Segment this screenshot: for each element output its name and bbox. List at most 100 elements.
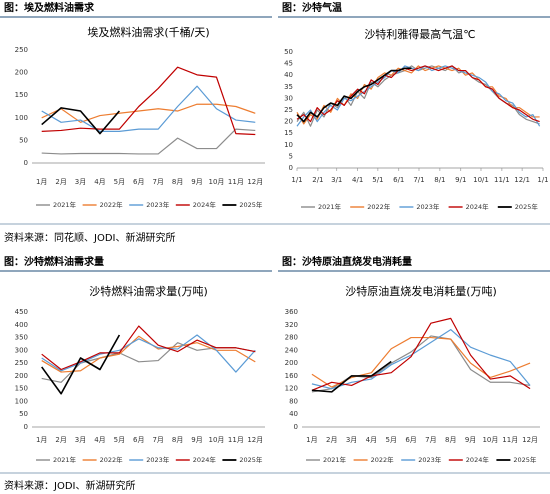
x-tick-label: 5月 [114, 178, 125, 186]
y-tick-label: 200 [285, 359, 298, 367]
figure-header: 图：沙特原油直烧发电消耗量 [282, 255, 412, 268]
x-tick-label: 8/1 [434, 176, 445, 184]
legend-label: 2025年 [513, 455, 537, 464]
y-tick-label: 350 [15, 334, 28, 342]
series-line [41, 342, 256, 383]
legend-label: 2025年 [239, 455, 263, 464]
legend-label: 2023年 [416, 202, 440, 211]
x-tick-label: 8月 [172, 436, 183, 444]
y-tick-label: 280 [285, 334, 298, 342]
x-tick-label: 12月 [522, 436, 538, 444]
y-tick-label: 35 [284, 83, 293, 91]
series-line [311, 335, 531, 393]
legend-label: 2025年 [239, 200, 263, 209]
x-tick-label: 8月 [172, 178, 183, 186]
y-tick-label: 0 [24, 423, 28, 431]
series-line [296, 67, 412, 123]
series-line [41, 128, 256, 155]
x-tick-label: 9月 [465, 436, 476, 444]
legend-label: 2023年 [146, 200, 170, 209]
series-line [41, 335, 256, 373]
series-line [296, 65, 540, 125]
series-line [41, 107, 120, 135]
x-tick-label: 11月 [228, 178, 244, 186]
x-tick-label: 9月 [191, 436, 202, 444]
figure-header: 图：沙特气温 [282, 1, 342, 14]
y-tick-label: 50 [284, 48, 293, 56]
x-tick-label: 7/1 [413, 176, 424, 184]
chart-title: 沙特原油直烧发电消耗量(万吨) [345, 284, 497, 298]
x-tick-label: 4月 [366, 436, 377, 444]
y-tick-label: 0 [294, 423, 298, 431]
series-line [41, 334, 256, 373]
legend-label: 2021年 [318, 202, 342, 211]
x-tick-label: 5月 [114, 436, 125, 444]
legend-label: 2022年 [371, 455, 395, 464]
x-tick-label: 6月 [405, 436, 416, 444]
y-tick-label: 250 [15, 359, 28, 367]
y-tick-label: 250 [15, 46, 28, 54]
y-tick-label: 10 [284, 141, 293, 149]
x-tick-label: 9月 [191, 178, 202, 186]
y-tick-label: 50 [19, 410, 28, 418]
chart-title: 埃及燃料油需求(千桶/天) [87, 25, 209, 39]
series-line [41, 85, 256, 132]
y-tick-label: 320 [285, 321, 298, 329]
x-tick-label: 7月 [152, 178, 163, 186]
series-line [311, 317, 531, 391]
y-tick-label: 400 [15, 321, 28, 329]
y-tick-label: 0 [289, 164, 293, 172]
legend-label: 2022年 [100, 455, 124, 464]
x-tick-label: 1月 [36, 178, 47, 186]
x-tick-label: 5月 [386, 436, 397, 444]
series-line [296, 65, 540, 123]
legend-label: 2024年 [466, 455, 490, 464]
x-tick-label: 3/1 [331, 176, 342, 184]
y-tick-label: 5 [289, 152, 293, 160]
source-note: 资料来源：同花顺、JODI、新湖研究所 [4, 231, 175, 244]
y-tick-label: 100 [15, 397, 28, 405]
x-tick-label: 11月 [502, 436, 518, 444]
x-tick-label: 8月 [445, 436, 456, 444]
x-tick-label: 6月 [133, 436, 144, 444]
x-tick-label: 7月 [425, 436, 436, 444]
legend-label: 2021年 [53, 455, 77, 464]
legend-label: 2024年 [193, 200, 217, 209]
y-tick-label: 200 [15, 372, 28, 380]
x-tick-label: 11月 [228, 436, 244, 444]
series-line [311, 360, 392, 393]
y-tick-label: 240 [285, 346, 298, 354]
legend-label: 2022年 [367, 202, 391, 211]
legend-label: 2021年 [323, 455, 347, 464]
y-tick-label: 0 [24, 159, 28, 167]
source-note: 资料来源：JODI、新湖研究所 [4, 479, 135, 492]
figure-header: 图：埃及燃料油需求 [4, 1, 95, 14]
legend-label: 2023年 [418, 455, 442, 464]
legend-label: 2024年 [466, 202, 490, 211]
x-tick-label: 1/1 [291, 176, 302, 184]
chart-title: 沙特燃料油需求量(万吨) [89, 284, 208, 298]
x-tick-label: 12月 [247, 178, 263, 186]
series-line [41, 66, 256, 136]
x-tick-label: 3月 [346, 436, 357, 444]
y-tick-label: 360 [285, 308, 298, 316]
series-line [311, 336, 531, 388]
x-tick-label: 5/1 [372, 176, 383, 184]
x-tick-label: 1月 [36, 436, 47, 444]
y-tick-label: 80 [289, 397, 298, 405]
series-line [296, 65, 540, 127]
y-tick-label: 200 [15, 69, 28, 77]
legend-label: 2021年 [53, 200, 77, 209]
x-tick-label: 7月 [152, 436, 163, 444]
y-tick-label: 150 [15, 385, 28, 393]
x-tick-label: 9/1 [455, 176, 466, 184]
series-line [311, 328, 531, 390]
x-tick-label: 6/1 [393, 176, 404, 184]
x-tick-label: 2月 [55, 178, 66, 186]
x-tick-label: 4月 [94, 178, 105, 186]
x-tick-label: 6月 [133, 178, 144, 186]
x-tick-label: 3月 [75, 178, 86, 186]
x-tick-label: 3月 [75, 436, 86, 444]
x-tick-label: 12月 [247, 436, 263, 444]
